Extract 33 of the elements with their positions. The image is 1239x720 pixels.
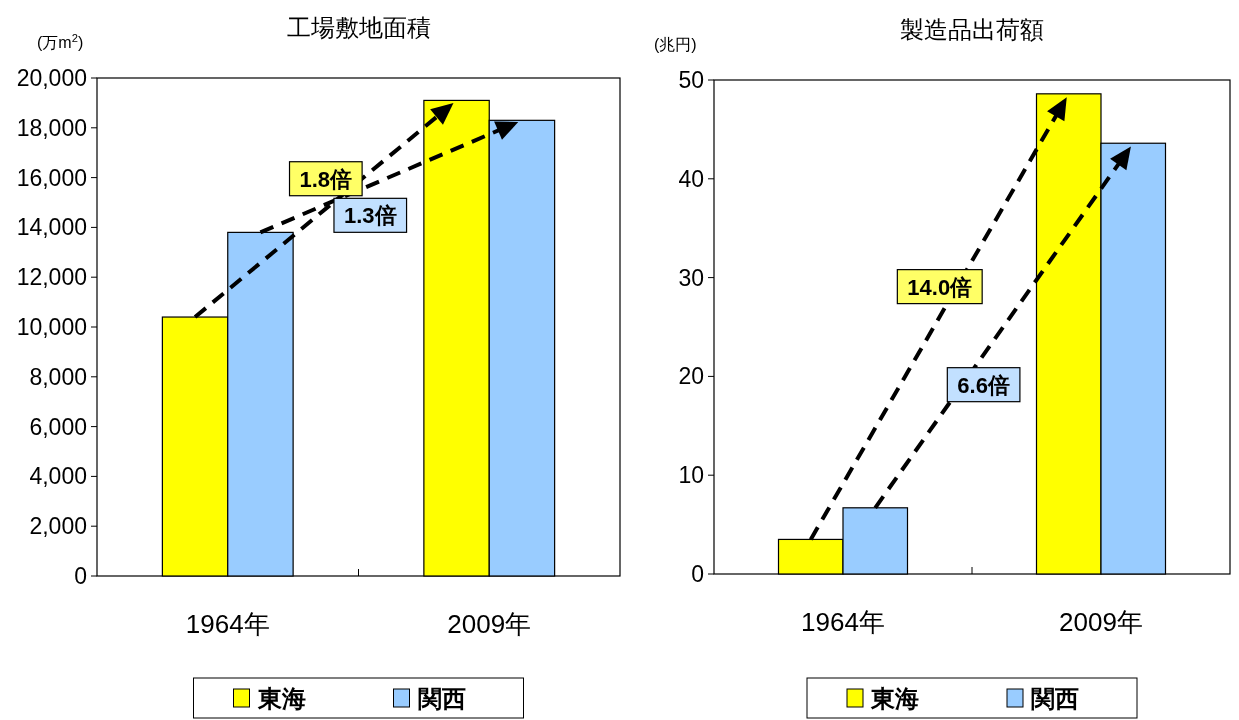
y-tick-label: 20 xyxy=(678,363,704,390)
y-tick-label: 12,000 xyxy=(16,264,87,291)
y-axis-title: (兆円) xyxy=(654,36,697,53)
chart-title: 製造品出荷額 xyxy=(900,16,1044,43)
y-axis-title: (万m$^{2}$) xyxy=(37,32,84,51)
y-tick-label: 18,000 xyxy=(16,114,87,141)
y-tick-label: 6,000 xyxy=(29,413,87,440)
y-tick-label: 16,000 xyxy=(16,164,87,191)
x-tick-label: 2009年 xyxy=(1059,607,1143,637)
annotation: 6.6倍 xyxy=(957,372,1010,398)
legend-label: 関西 xyxy=(1031,685,1079,712)
x-tick-label: 1964年 xyxy=(801,607,885,637)
annotation: 1.8倍 xyxy=(299,166,353,192)
y-tick-label: 10 xyxy=(678,462,704,489)
y-tick-label: 40 xyxy=(678,165,704,192)
y-tick-label: 14,000 xyxy=(16,214,87,241)
y-tick-label: 2,000 xyxy=(29,513,87,540)
legend-label: 東海 xyxy=(256,685,306,712)
y-tick-label: 50 xyxy=(678,67,704,93)
y-tick-label: 8,000 xyxy=(29,363,87,390)
chart-title: 工場敷地面積 xyxy=(286,14,431,41)
x-tick-label: 1964年 xyxy=(185,609,270,639)
legend-label: 東海 xyxy=(870,685,919,712)
x-tick-label: 2009年 xyxy=(447,609,532,639)
y-tick-label: 30 xyxy=(678,264,704,291)
y-tick-label: 20,000 xyxy=(16,65,87,91)
annotation: 14.0倍 xyxy=(907,274,973,300)
legend-label: 関西 xyxy=(417,685,466,712)
y-tick-label: 10,000 xyxy=(16,314,87,340)
annotation: 1.3倍 xyxy=(343,203,397,229)
y-tick-label: 0 xyxy=(74,563,87,589)
y-tick-label: 0 xyxy=(691,561,704,587)
y-tick-label: 4,000 xyxy=(29,463,87,490)
